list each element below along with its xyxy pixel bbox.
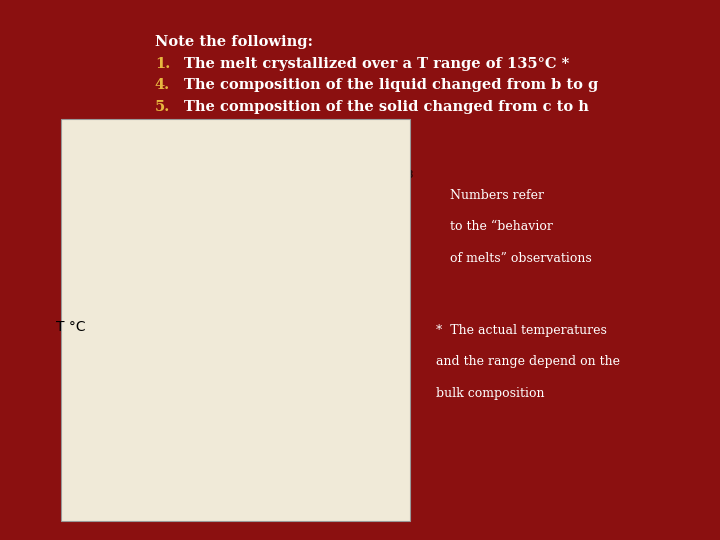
Text: Plagioclase: Plagioclase: [178, 279, 257, 292]
Text: bulk composition: bulk composition: [436, 387, 544, 400]
Text: a: a: [273, 164, 280, 173]
Text: Liquid: Liquid: [132, 208, 178, 221]
Text: Numbers refer: Numbers refer: [450, 189, 544, 202]
Text: The composition of the solid changed from c to h: The composition of the solid changed fro…: [184, 100, 588, 114]
Text: The melt crystallized over a T range of 135°C *: The melt crystallized over a T range of …: [184, 57, 569, 71]
Text: The composition of the liquid changed from b to g: The composition of the liquid changed fr…: [184, 78, 598, 92]
Text: f: f: [328, 258, 331, 268]
Text: c: c: [356, 239, 363, 249]
Text: 1.: 1.: [155, 57, 170, 71]
Text: and the range depend on the: and the range depend on the: [436, 355, 620, 368]
Text: Note the following:: Note the following:: [155, 35, 312, 49]
Text: b: b: [250, 238, 257, 248]
Text: 5.: 5.: [155, 100, 170, 114]
Text: plus: plus: [172, 377, 195, 388]
Text: i: i: [276, 411, 279, 421]
Text: Liquid: Liquid: [132, 361, 178, 374]
Text: Plagioclase: Plagioclase: [276, 364, 355, 377]
Text: g: g: [126, 309, 133, 319]
Text: of melts” observations: of melts” observations: [450, 252, 592, 265]
Text: to the “behavior: to the “behavior: [450, 220, 553, 233]
Text: d: d: [181, 258, 188, 268]
Text: T °C: T °C: [55, 320, 86, 334]
Text: 1553: 1553: [388, 170, 415, 180]
Text: 1118: 1118: [67, 465, 91, 475]
Text: *  The actual temperatures: * The actual temperatures: [436, 324, 606, 337]
Text: 4.: 4.: [155, 78, 170, 92]
X-axis label: Weight % An: Weight % An: [201, 507, 282, 519]
Text: h: h: [276, 309, 283, 319]
